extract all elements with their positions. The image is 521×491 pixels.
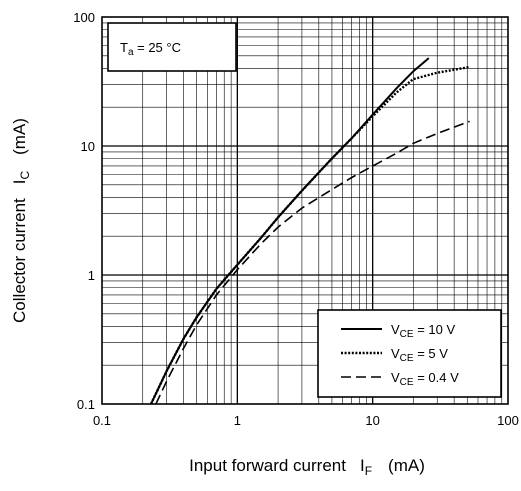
plot-frame [101, 16, 509, 405]
y-axis-title-subscript: C [18, 171, 32, 180]
annotation-temperature: Ta = 25 °C [120, 40, 181, 58]
y-tick-label: 0.1 [77, 397, 95, 412]
y-axis-title-symbol: I [10, 180, 29, 185]
series-layer [149, 57, 470, 405]
tick-labels: 0.1 1 10 100 0.1 1 10 100 [73, 10, 519, 428]
y-axis-title-unit: (mA) [10, 118, 29, 155]
x-axis-title: Input forward current IF (mA) [189, 456, 425, 478]
x-tick-label: 100 [497, 413, 519, 428]
y-tick-label: 1 [88, 268, 95, 283]
y-axis-title-main: Collector current [10, 198, 29, 323]
legend-label-1: VCE = 10 V [391, 322, 455, 340]
series-line-2 [149, 65, 470, 405]
annotation-symbol: T [120, 40, 128, 55]
x-axis-title-main: Input forward current [189, 456, 346, 475]
annotation-box [107, 22, 237, 72]
legend-label-3: VCE = 0.4 V [391, 370, 459, 388]
legend-label-2: VCE = 5 V [391, 346, 448, 364]
x-axis-title-unit: (mA) [388, 456, 425, 475]
y-tick-label: 10 [81, 139, 95, 154]
y-tick-label: 100 [73, 10, 95, 25]
y-axis-title: Collector current IC (mA) [10, 118, 32, 323]
annotation-subscript: a [128, 47, 134, 58]
legend: VCE = 10 V VCE = 5 V VCE = 0.4 V [317, 309, 502, 398]
x-tick-label: 10 [365, 413, 379, 428]
series-line-3 [155, 120, 470, 405]
x-tick-label: 1 [234, 413, 241, 428]
x-axis-title-subscript: F [365, 464, 372, 478]
x-tick-label: 0.1 [93, 413, 111, 428]
x-axis-title-symbol: I [360, 456, 365, 475]
annotation-rest: = 25 °C [134, 40, 181, 55]
